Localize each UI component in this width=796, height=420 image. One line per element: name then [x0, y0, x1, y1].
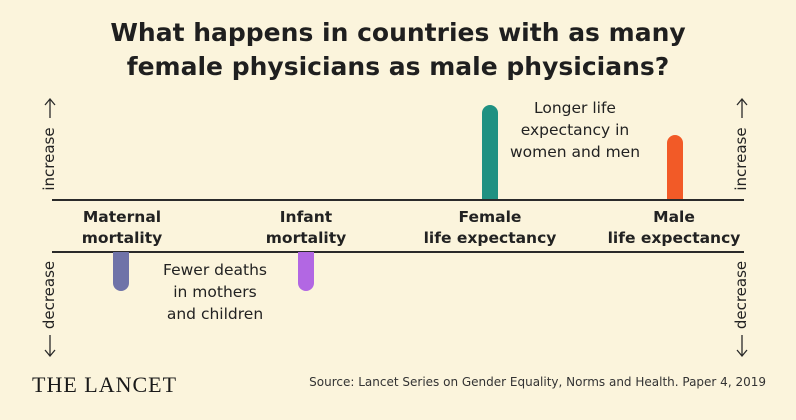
- decrease-label-left: decrease: [40, 260, 58, 330]
- annotation-decrease: Fewer deaths in mothers and children: [163, 261, 267, 323]
- source-note: Source: Lancet Series on Gender Equality…: [309, 375, 766, 389]
- decrease-label-right: decrease: [732, 260, 750, 330]
- chart-title-line-1: What happens in countries with as many: [110, 18, 686, 47]
- chart-title-line-2: female physicians as male physicians?: [126, 52, 670, 81]
- bar-female-life-expectancy: [482, 105, 498, 199]
- category-label-infant-mortality: Infant mortality: [265, 208, 347, 247]
- category-label-female-life-expectancy: Female life expectancy: [423, 208, 557, 247]
- bar-maternal-mortality: [113, 252, 129, 292]
- lancet-logo: THE LANCET: [32, 372, 178, 397]
- increase-label-left: increase: [40, 127, 58, 191]
- annotation-increase: Longer life expectancy in women and men: [509, 99, 641, 161]
- increase-label-right: increase: [732, 127, 750, 191]
- chart-title: What happens in countries with as many f…: [0, 16, 796, 84]
- bar-infant-mortality: [298, 252, 314, 292]
- baseline-upper: [52, 199, 744, 201]
- bar-male-life-expectancy: [667, 135, 683, 199]
- baseline-lower: [52, 251, 744, 253]
- category-label-maternal-mortality: Maternal mortality: [81, 208, 163, 247]
- category-label-male-life-expectancy: Male life expectancy: [607, 208, 741, 247]
